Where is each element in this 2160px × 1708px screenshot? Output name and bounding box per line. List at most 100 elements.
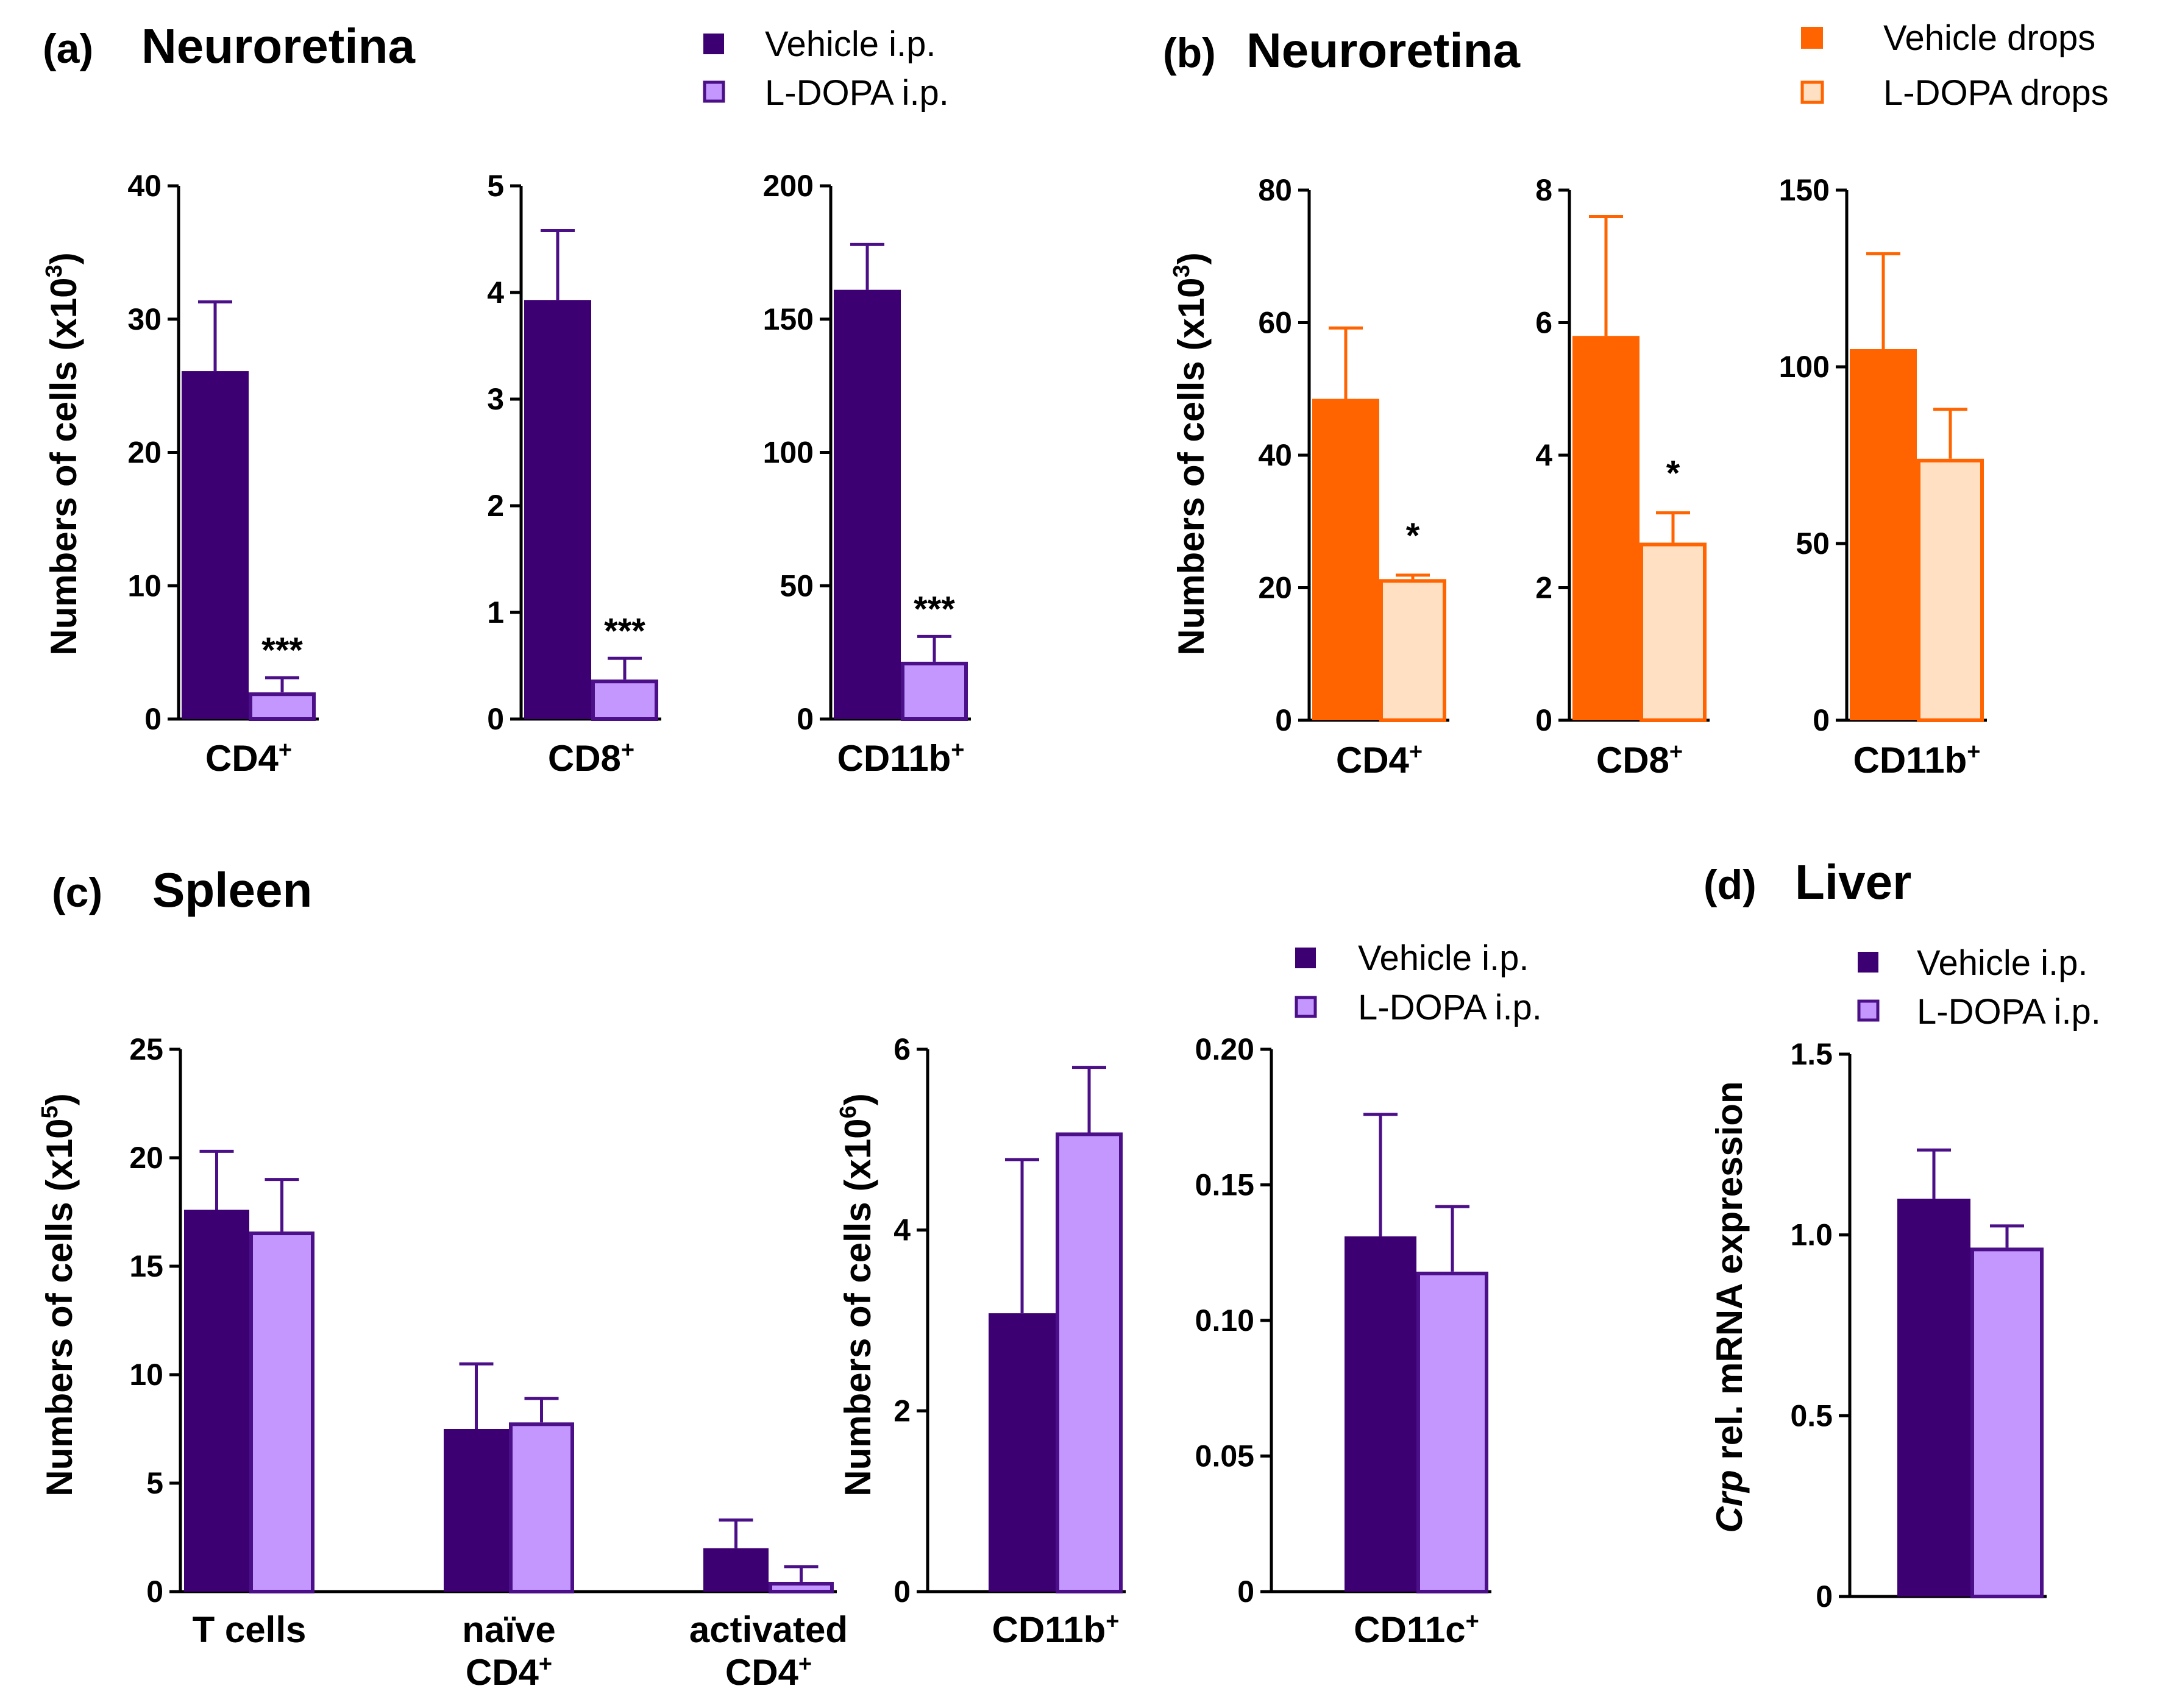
plot-a-cd4: 0 10 20 30 40 *** CD4+ — [127, 169, 319, 779]
y-tick-label: 0 — [1816, 1579, 1833, 1614]
y-tick-label: 0.10 — [1195, 1303, 1254, 1338]
category-label: CD11b+ — [1853, 739, 1981, 781]
category-label: CD11b+ — [992, 1609, 1120, 1650]
legend-panel-b: Vehicle drops L-DOPA drops — [1800, 18, 2109, 113]
bar-ldopa — [509, 1422, 574, 1594]
bar-vehicle — [703, 1548, 769, 1592]
y-tick-label: 30 — [127, 302, 162, 336]
legend-swatch-vehicle-ip — [703, 34, 724, 54]
category-label-line2: CD4+ — [725, 1651, 812, 1693]
y-tick-label: 6 — [1535, 306, 1552, 340]
category-label: T cells — [193, 1609, 307, 1650]
legend-label-vehicle-ip-c: Vehicle i.p. — [1358, 938, 1529, 978]
y-axis-title-a: Numbers of cells (x103) — [41, 252, 84, 655]
plot-d-crp: 0 0.5 1.0 1.5 — [1790, 1037, 2047, 1614]
category-label: CD11b+ — [837, 737, 965, 779]
legend-label-vehicle-ip-d: Vehicle i.p. — [1917, 943, 2088, 983]
bar-vehicle — [182, 371, 249, 719]
category-label: naïve — [462, 1609, 555, 1650]
legend-swatch-vehicle-ip-d — [1858, 952, 1878, 973]
y-tick-label: 0 — [146, 1575, 163, 1609]
y-tick-label: 6 — [893, 1032, 911, 1066]
y-tick-label: 0.20 — [1195, 1032, 1254, 1066]
category-label: CD8+ — [548, 737, 634, 779]
bar-ldopa — [769, 1581, 834, 1593]
bar-vehicle — [524, 300, 591, 719]
bar-ldopa — [1416, 1271, 1488, 1593]
y-tick-label: 0 — [487, 702, 504, 736]
category-label: CD4+ — [205, 737, 292, 779]
y-tick-label: 10 — [129, 1358, 163, 1392]
y-tick-label: 60 — [1258, 306, 1292, 340]
plot-b-cd4: 0 20 40 60 80 * CD4+ — [1258, 173, 1449, 781]
y-axis-title-c-mid: Numbers of cells (x106) — [836, 1093, 878, 1496]
legend-label-ldopa-ip-c: L-DOPA i.p. — [1358, 988, 1542, 1027]
category-label: CD11c+ — [1354, 1609, 1479, 1650]
y-tick-label: 2 — [1535, 571, 1552, 605]
category-label: activated — [689, 1609, 848, 1650]
y-tick-label: 1.0 — [1790, 1218, 1833, 1252]
y-tick-label: 80 — [1258, 173, 1292, 207]
bar-ldopa — [249, 1231, 314, 1594]
bar-ldopa — [901, 661, 968, 721]
category-label-line2: CD4+ — [466, 1651, 552, 1693]
bar-ldopa — [591, 679, 658, 721]
y-tick-label: 4 — [1535, 438, 1552, 472]
y-tick-label: 0 — [1237, 1575, 1254, 1609]
legend-panel-a: Vehicle i.p. L-DOPA i.p. — [703, 24, 949, 113]
legend-panel-d: Vehicle i.p. L-DOPA i.p. — [1857, 943, 2101, 1032]
y-axis-title-b: Numbers of cells (x103) — [1169, 252, 1212, 655]
panel-c-letter: (c) — [52, 870, 102, 916]
panel-d-title: Liver — [1795, 855, 1911, 909]
y-axis-title-d: Crp rel. mRNA expression — [1709, 1081, 1750, 1533]
y-tick-label: 50 — [780, 569, 814, 603]
plot-b-cd11b: 0 50 100 150 CD11b+ — [1779, 173, 1987, 781]
bar-vehicle — [989, 1313, 1056, 1592]
y-tick-label: 20 — [127, 436, 162, 470]
legend-swatch-vehicle-ip-c — [1295, 948, 1316, 968]
category-label: CD4+ — [1336, 739, 1423, 781]
y-tick-label: 0.5 — [1790, 1398, 1833, 1433]
legend-label-ldopa-ip-d: L-DOPA i.p. — [1917, 992, 2101, 1032]
plot-a-cd11b: 0 50 100 150 200 *** CD11b+ — [763, 169, 971, 779]
plot-a-cd8: 0 1 2 3 4 5 *** CD8+ — [487, 169, 661, 779]
y-tick-label: 100 — [763, 436, 814, 470]
bar-ldopa — [1056, 1132, 1123, 1593]
legend-label-vehicle-ip: Vehicle i.p. — [765, 24, 936, 64]
bar-vehicle — [1312, 399, 1379, 720]
bar-vehicle — [1850, 349, 1917, 720]
y-tick-label: 40 — [127, 169, 162, 203]
panel-c-title: Spleen — [152, 863, 312, 917]
bar-vehicle — [184, 1210, 249, 1592]
panel-d-letter: (d) — [1703, 862, 1757, 908]
y-tick-label: 0.15 — [1195, 1168, 1254, 1202]
y-tick-label: 150 — [1779, 173, 1830, 207]
bar-vehicle — [834, 289, 901, 719]
category-label: CD8+ — [1596, 739, 1683, 781]
bar-ldopa — [1640, 542, 1707, 722]
panel-a-letter: (a) — [43, 26, 93, 72]
plot-c-cd11b: 0 2 4 6 CD11b+ — [893, 1032, 1126, 1650]
y-tick-label: 5 — [146, 1466, 163, 1500]
y-tick-label: 0 — [1535, 703, 1552, 737]
y-tick-label: 1.5 — [1790, 1037, 1833, 1071]
legend-swatch-ldopa-ip — [703, 80, 725, 103]
y-tick-label: 200 — [763, 169, 814, 203]
significance-label: * — [1666, 454, 1680, 494]
y-tick-label: 100 — [1779, 350, 1830, 384]
plot-b-cd8: 0 2 4 6 8 * CD8+ — [1535, 173, 1710, 781]
y-tick-label: 150 — [763, 302, 814, 336]
y-tick-label: 5 — [487, 169, 504, 203]
y-tick-label: 0 — [144, 702, 162, 736]
bar-vehicle — [1345, 1236, 1416, 1592]
y-tick-label: 15 — [129, 1249, 163, 1283]
y-tick-label: 0.05 — [1195, 1439, 1254, 1473]
significance-label: *** — [914, 589, 955, 629]
y-tick-label: 0 — [1275, 703, 1292, 737]
significance-label: *** — [604, 611, 645, 651]
legend-swatch-vehicle-drops — [1801, 27, 1823, 49]
bar-ldopa — [1917, 458, 1984, 722]
legend-swatch-ldopa-ip-c — [1295, 996, 1317, 1018]
